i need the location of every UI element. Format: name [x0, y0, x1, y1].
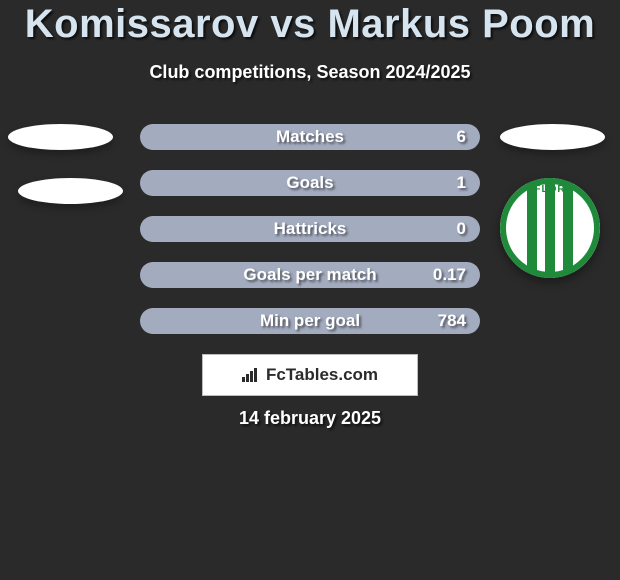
- stat-label: Goals per match: [140, 265, 480, 285]
- stat-row-goals: Goals 1: [140, 170, 480, 196]
- attribution-text: FcTables.com: [266, 365, 378, 385]
- stat-value: 1: [457, 173, 466, 193]
- stat-row-goals-per-match: Goals per match 0.17: [140, 262, 480, 288]
- subtitle: Club competitions, Season 2024/2025: [0, 62, 620, 83]
- stat-value: 0.17: [433, 265, 466, 285]
- stat-label: Min per goal: [140, 311, 480, 331]
- stat-value: 0: [457, 219, 466, 239]
- attribution-box[interactable]: FcTables.com: [202, 354, 418, 396]
- stat-label: Hattricks: [140, 219, 480, 239]
- comparison-card: Komissarov vs Markus Poom Club competiti…: [0, 0, 620, 580]
- stat-label: Matches: [140, 127, 480, 147]
- bar-chart-icon: [242, 368, 260, 382]
- left-badge-2: [18, 178, 123, 204]
- stat-label: Goals: [140, 173, 480, 193]
- date: 14 february 2025: [0, 408, 620, 429]
- club-logo: CFLORA: [500, 178, 600, 278]
- stat-value: 6: [457, 127, 466, 147]
- club-logo-inner: CFLORA: [500, 178, 600, 278]
- left-badge-1: [8, 124, 113, 150]
- stat-row-hattricks: Hattricks 0: [140, 216, 480, 242]
- stat-row-matches: Matches 6: [140, 124, 480, 150]
- page-title: Komissarov vs Markus Poom: [0, 2, 620, 47]
- stat-row-min-per-goal: Min per goal 784: [140, 308, 480, 334]
- right-badge-1: [500, 124, 605, 150]
- stat-value: 784: [438, 311, 466, 331]
